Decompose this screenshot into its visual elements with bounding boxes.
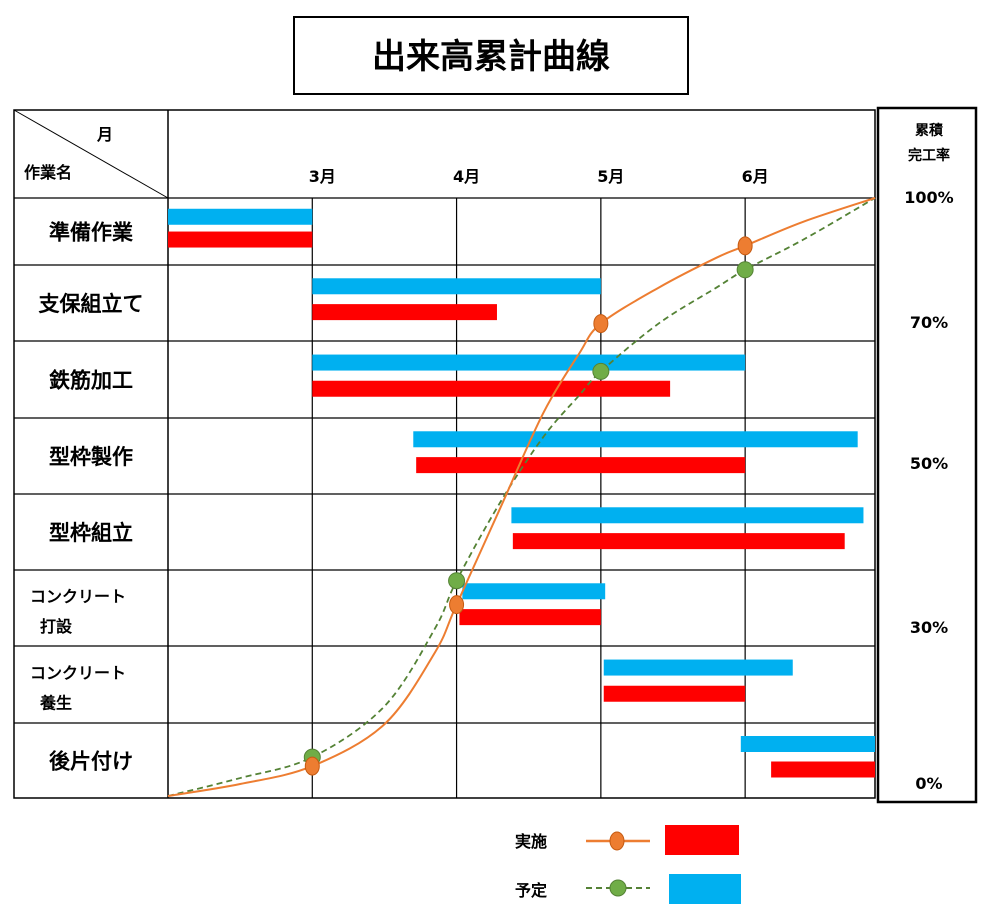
header-rate-line1: 累積 [915,122,944,139]
actual-bar [459,609,601,626]
rate-tick-label: 50% [910,454,948,473]
task-label: 型枠組立 [49,521,133,545]
legend-actual-bar [665,825,739,855]
actual-marker [737,236,753,256]
header-month-label: 月 [96,125,113,144]
task-labels: 準備作業支保組立て鉄筋加工型枠製作型枠組立コンクリート打設コンクリート養生後片付… [30,221,144,774]
month-labels: 3月 4月 5月 6月 [309,167,769,186]
task-label: 支保組立て [39,292,144,316]
rate-ticks: 100% 70% 50% 30% 0% [904,188,953,793]
task-label: 型枠製作 [49,445,133,469]
rate-tick-label: 100% [904,188,953,207]
task-label-line2: 打設 [40,617,73,636]
task-label-line2: 養生 [39,694,72,713]
table-border [13,109,876,799]
planned-marker [736,261,754,279]
planned-bar [312,278,601,295]
actual-bar [312,304,497,321]
planned-bar [168,208,313,225]
planned-marker [592,362,610,380]
actual-bar [771,761,875,778]
header-diagonal [13,109,169,199]
rate-tick-label: 30% [910,618,948,637]
title-box [293,16,689,95]
planned-curve [167,197,876,797]
task-label: 後片付け [49,750,133,774]
chart-title: 出来高累計曲線 [372,37,610,77]
grid [13,106,978,804]
actual-bar [312,380,671,397]
rate-tick-label: 70% [910,313,948,332]
legend-actual-marker [609,831,625,851]
planned-bar [312,354,746,371]
planned-bar [511,507,864,524]
task-bars [168,208,875,778]
task-label: コンクリート [30,664,126,683]
rate-tick-label: 0% [915,774,942,793]
actual-marker [449,595,465,615]
task-label: 鉄筋加工 [49,369,133,393]
planned-bar [603,659,793,676]
header-rate-line2: 完工率 [908,147,950,164]
actual-curve [167,197,876,797]
task-label: コンクリート [30,587,126,606]
planned-marker [448,572,466,590]
actual-marker [304,756,320,776]
rate-column-box [876,106,978,804]
actual-bar [416,457,746,474]
month-label: 5月 [597,167,624,186]
legend-planned-marker [609,879,627,897]
legend-planned-label: 予定 [515,881,547,900]
s-curves [167,197,876,797]
legend-actual-label: 実施 [515,832,547,851]
month-label: 6月 [742,167,769,186]
planned-bar [462,583,606,600]
actual-marker [593,314,609,334]
planned-bar [413,431,858,448]
month-label: 3月 [309,167,336,186]
task-label: 準備作業 [49,221,134,245]
actual-bar [168,231,313,248]
header-task-label: 作業名 [24,163,72,182]
actual-bar [512,533,845,550]
legend-planned-bar [669,874,741,904]
month-label: 4月 [453,167,480,186]
planned-bar [740,736,875,752]
legend: 実施 予定 [515,825,741,904]
actual-bar [603,685,746,702]
